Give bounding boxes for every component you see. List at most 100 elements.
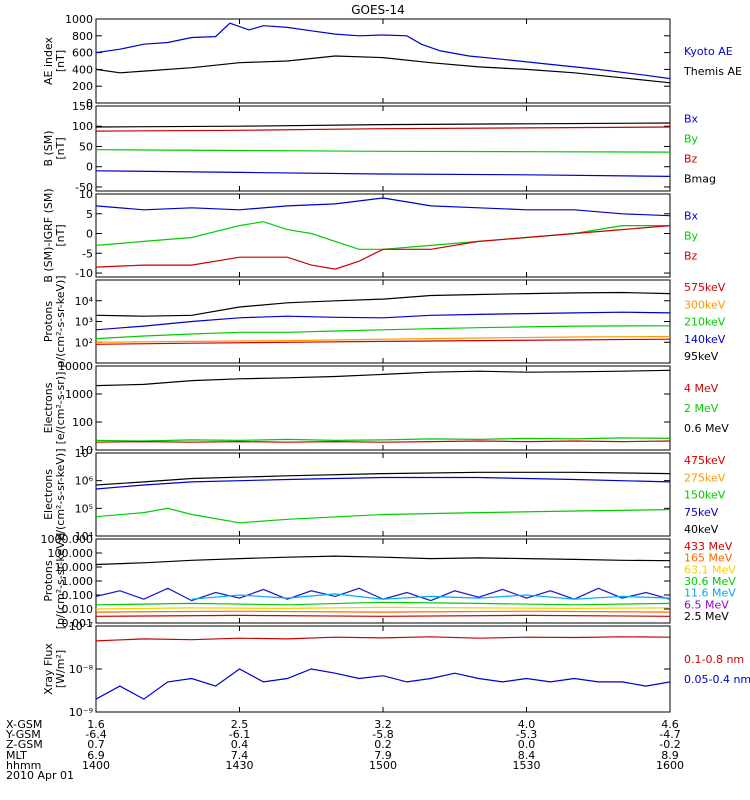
y-axis-label: B (SM)-IGRF (SM)[nT]: [42, 188, 67, 282]
legend-entry: 275keV: [684, 471, 726, 484]
series-0-05-0-4-nm: [96, 668, 670, 700]
time-axis-row-label: X-GSM: [6, 718, 42, 731]
y-axis-label: Electrons[e/(cm²-s-sr)]: [42, 372, 67, 445]
y-tick-label: 5: [86, 208, 93, 221]
y-tick-label: 1000.000: [41, 533, 94, 546]
series-300kev: [96, 335, 670, 343]
time-axis-value: 0.4: [231, 738, 249, 751]
y-axis-label: Protonsp/(cm²-s-sr-keV)]: [42, 275, 67, 367]
time-axis-value: 4.6: [661, 718, 679, 731]
legend-entry: 150keV: [684, 489, 726, 502]
legend-entry: 63.1 MeV: [684, 563, 736, 576]
y-axis-label: Protons[p/(cm²-s-sr-keV)]: [42, 533, 67, 630]
y-axis-label-line: [nT]: [54, 137, 67, 159]
y-axis-label: AE index[nT]: [42, 36, 67, 85]
panel-6: 10⁴ 10⁵ 10⁶ 10⁷ Electronse/(cm²-s-sr-keV)] 47…: [42, 447, 726, 543]
legend-entry: By: [684, 133, 699, 146]
panel-frame: [95, 18, 671, 104]
legend-entry: 30.6 MeV: [684, 575, 736, 588]
date-label: 2010 Apr 01: [6, 769, 74, 782]
legend-entry: Bx: [684, 113, 699, 126]
panel-2: -50 0 50 100 150 B (SM)[nT] Bx By Bz Bmag: [42, 100, 716, 194]
y-axis-label-line: [nT]: [54, 50, 67, 72]
y-tick-label: 10000: [58, 360, 93, 373]
series-6-5-mev: [96, 587, 670, 602]
series-75kev: [96, 476, 670, 490]
y-axis-label-line: Electrons: [42, 469, 55, 520]
time-axis-row-label: hhmm: [6, 759, 41, 772]
y-tick-label: 10⁴: [75, 295, 94, 308]
time-axis-value: -6.1: [229, 728, 250, 741]
time-axis-value: 8.9: [661, 749, 679, 762]
y-tick-label: 10³: [75, 316, 93, 329]
time-axis-row-label: Y-GSM: [5, 728, 41, 741]
y-axis-label-line: Protons: [42, 560, 55, 601]
y-tick-label: 10.000: [55, 561, 94, 574]
y-tick-label: 150: [72, 100, 93, 113]
y-axis-label-line: B (SM): [42, 130, 55, 166]
y-tick-label: 10: [79, 444, 93, 457]
y-tick-label: 0: [86, 228, 93, 241]
legend-entry: 95keV: [684, 350, 719, 363]
y-axis-label-line: Protons: [42, 301, 55, 342]
series-2-5-mev: [96, 555, 670, 566]
legend-entry: 0.1-0.8 nm: [684, 653, 744, 666]
legend-entry: 11.6 MeV: [684, 587, 736, 600]
legend-entry: 165 MeV: [684, 552, 733, 565]
y-tick-label: 10⁻⁷: [69, 620, 93, 633]
series-30-6-mev: [96, 601, 670, 606]
legend-entry: 0.6 MeV: [684, 422, 729, 435]
series-11-6-mev: [191, 593, 670, 600]
time-axis-value: 7.4: [231, 749, 249, 762]
time-axis-value: 2.5: [231, 718, 249, 731]
time-axis-value: 4.0: [518, 718, 536, 731]
series-63-1-mev: [96, 606, 670, 610]
legend-entry: 6.5 MeV: [684, 598, 729, 611]
time-axis-value: 1430: [226, 759, 254, 772]
series-210kev: [96, 325, 670, 340]
time-axis-value: 1500: [369, 759, 397, 772]
time-axis-value: 0.7: [87, 738, 105, 751]
time-axis-value: -5.3: [516, 728, 537, 741]
y-tick-label: 400: [72, 63, 93, 76]
y-axis-label-line: [p/(cm²-s-sr-keV)]: [54, 533, 67, 630]
time-axis-value: 1530: [513, 759, 541, 772]
legend-entry: Kyoto AE: [684, 45, 733, 58]
y-tick-label: 10⁴: [75, 530, 94, 543]
series-40kev: [96, 471, 670, 486]
panel-4: 10² 10³ 10⁴ Protonsp/(cm²-s-sr-keV)] 575keV 3…: [42, 275, 726, 367]
time-axis-value: -4.7: [659, 728, 680, 741]
legend-entry: 2.5 MeV: [684, 610, 729, 623]
time-axis-row-label: MLT: [6, 749, 27, 762]
y-axis-label-line: [W/m²]: [54, 650, 67, 688]
legend-entry: Themis AE: [683, 65, 742, 78]
legend-entry: 40keV: [684, 523, 719, 536]
series-bz: [96, 224, 670, 270]
y-axis-label: Electronse/(cm²-s-sr-keV)]: [42, 449, 67, 541]
y-tick-label: 800: [72, 30, 93, 43]
legend-entry: Bmag: [684, 173, 716, 186]
y-tick-label: 10⁶: [75, 475, 94, 488]
legend-entry: 475keV: [684, 454, 726, 467]
legend-entry: Bz: [684, 153, 698, 166]
legend-entry: 140keV: [684, 333, 726, 346]
time-axis-value: -0.2: [659, 738, 680, 751]
y-axis-label-line: AE index: [42, 36, 55, 85]
legend-entry: 210keV: [684, 316, 726, 329]
y-tick-label: 10⁵: [75, 502, 93, 515]
time-axis-value: 1600: [656, 759, 684, 772]
y-axis-label-line: Electrons: [42, 382, 55, 433]
series-140kev: [96, 311, 670, 331]
series-bz: [96, 126, 670, 132]
panel-1: 0 200 400 600 800 1000 AE index[nT] Kyoto AE The…: [42, 13, 742, 110]
y-axis-label: Xray Flux[W/m²]: [42, 643, 67, 695]
y-tick-label: 1000: [65, 13, 93, 26]
panel-frame: [95, 365, 671, 451]
y-tick-label: 200: [72, 80, 93, 93]
y-tick-label: 1.000: [62, 575, 94, 588]
series-95kev: [96, 291, 670, 317]
